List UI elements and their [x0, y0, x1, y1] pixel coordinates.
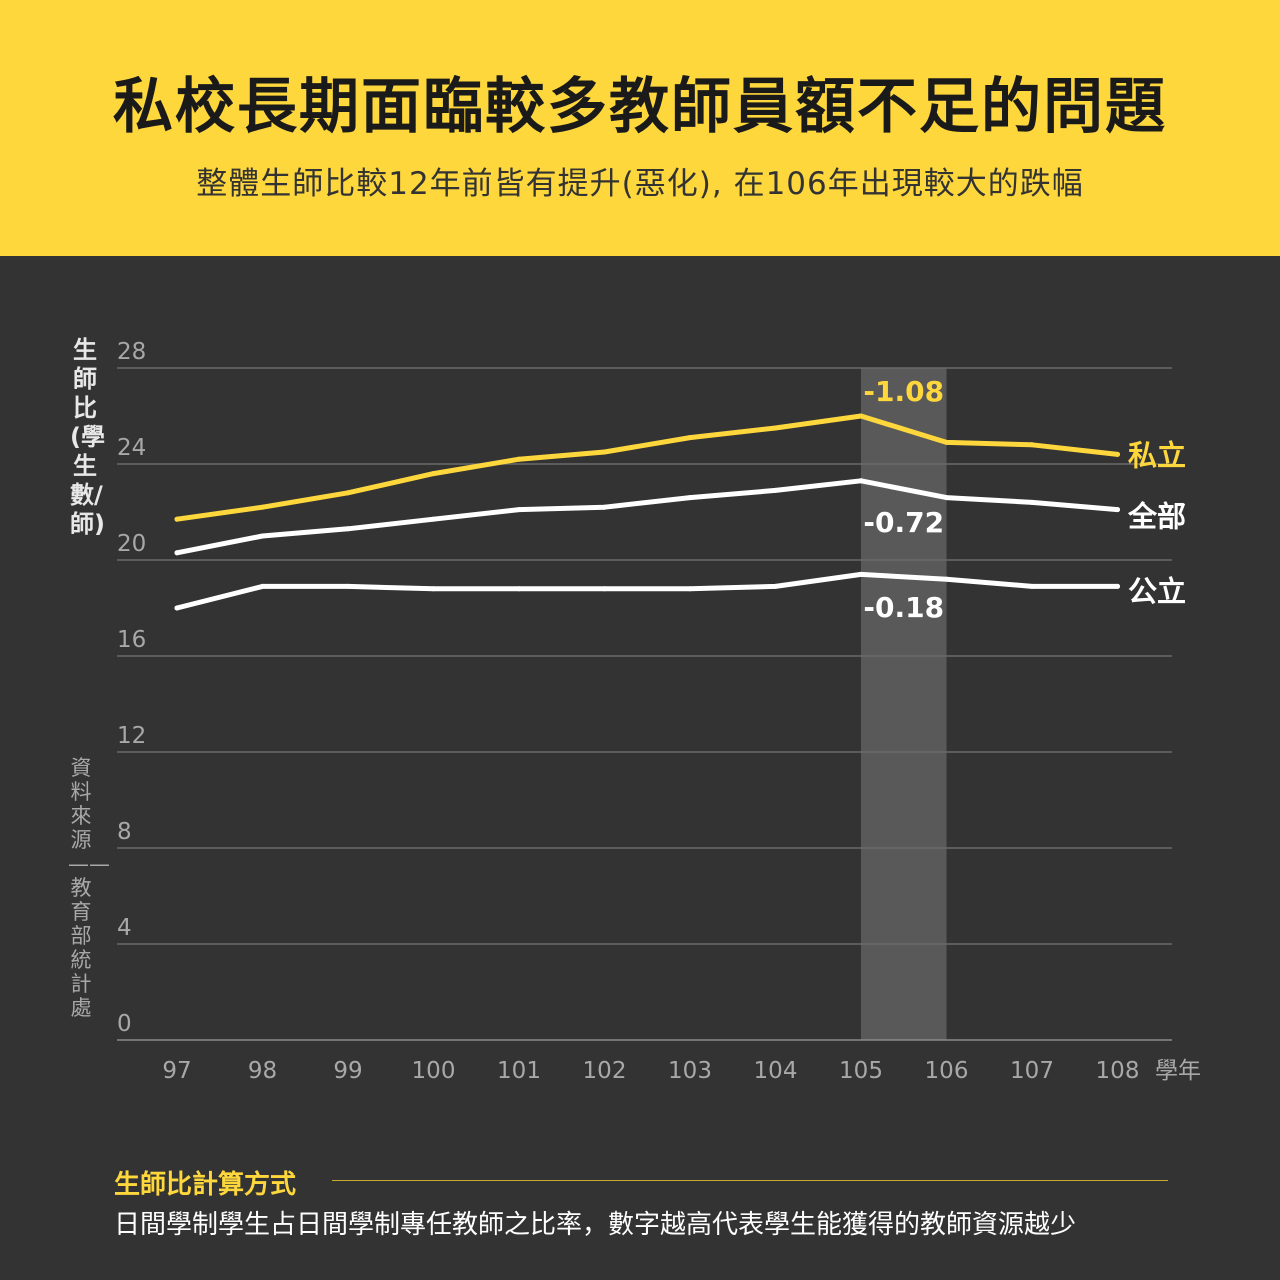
page-title: 私校長期面臨較多教師員額不足的問題 — [113, 72, 1167, 142]
x-axis-label: 學年 — [1155, 1058, 1201, 1084]
series-label: 公立 — [1128, 574, 1186, 608]
drop-annotation: -1.08 — [863, 375, 944, 408]
x-tick-label: 105 — [839, 1058, 883, 1084]
data-point — [858, 478, 864, 484]
data-point — [773, 425, 778, 431]
data-point — [944, 576, 949, 582]
y-axis-label: 生師比(學生數/師) — [70, 336, 105, 538]
series-label: 私立 — [1128, 438, 1186, 472]
x-tick-label: 99 — [333, 1058, 362, 1084]
data-point — [602, 504, 607, 510]
x-tick-label: 98 — [248, 1058, 277, 1084]
data-point — [345, 583, 351, 589]
data-point — [858, 571, 864, 577]
note-text: 日間學制學生占日間學制專任教師之比率，數字越高代表學生能獲得的教師資源越少 — [114, 1210, 1077, 1240]
data-point — [1029, 499, 1035, 505]
data-point — [602, 449, 607, 455]
y-tick-label: 28 — [117, 339, 146, 365]
data-point — [516, 586, 522, 592]
x-tick-label: 102 — [583, 1058, 627, 1084]
series-line — [174, 478, 1120, 556]
data-point — [260, 533, 265, 539]
x-tick-label: 107 — [1010, 1058, 1054, 1084]
data-point — [944, 495, 949, 501]
y-tick-label: 12 — [117, 723, 146, 749]
y-tick-label: 24 — [117, 435, 146, 461]
data-point — [1115, 583, 1120, 589]
series-label: 全部 — [1127, 500, 1186, 534]
data-point — [858, 413, 864, 419]
data-point — [773, 487, 778, 493]
line-chart: 0 4 8 12 16 20 24 28 97 98 99 100 101 102 103 104 105 106… — [117, 339, 1201, 1084]
series-line — [174, 413, 1120, 522]
data-point — [1029, 442, 1035, 448]
x-tick-label: 100 — [412, 1058, 456, 1084]
data-point — [687, 495, 693, 501]
data-point — [431, 516, 436, 522]
y-tick-label: 4 — [117, 915, 132, 941]
data-point — [345, 490, 351, 496]
data-point — [1115, 451, 1120, 457]
data-point — [431, 471, 436, 477]
data-point — [260, 504, 265, 510]
drop-annotation: -0.18 — [863, 591, 944, 624]
series-line — [174, 571, 1120, 611]
data-point — [1115, 507, 1120, 513]
x-tick-label: 101 — [497, 1058, 541, 1084]
y-tick-label: 8 — [117, 819, 132, 845]
x-tick-label: 108 — [1096, 1058, 1140, 1084]
y-tick-label: 16 — [117, 627, 146, 653]
note-title: 生師比計算方式 — [114, 1170, 297, 1200]
data-point — [431, 586, 436, 592]
data-point — [516, 507, 522, 513]
data-point — [345, 526, 351, 532]
y-tick-label: 20 — [117, 531, 146, 557]
data-point — [773, 583, 778, 589]
note-divider — [332, 1180, 1168, 1181]
data-point — [944, 439, 949, 445]
x-tick-label: 97 — [162, 1058, 191, 1084]
data-point — [260, 583, 265, 589]
data-point — [687, 586, 693, 592]
highlight-band — [861, 368, 947, 1040]
header-banner: 私校長期面臨較多教師員額不足的問題 整體生師比較12年前皆有提升(惡化), 在1… — [0, 0, 1280, 256]
data-point — [602, 586, 607, 592]
data-point — [174, 605, 180, 611]
x-tick-label: 106 — [925, 1058, 969, 1084]
y-tick-label: 0 — [117, 1011, 132, 1037]
x-tick-label: 104 — [754, 1058, 798, 1084]
data-point — [687, 435, 693, 441]
data-point — [174, 550, 180, 556]
data-point — [174, 516, 180, 522]
data-point — [516, 456, 522, 462]
x-tick-label: 103 — [668, 1058, 712, 1084]
drop-annotation: -0.72 — [863, 506, 944, 539]
page-subtitle: 整體生師比較12年前皆有提升(惡化), 在106年出現較大的跌幅 — [196, 166, 1084, 202]
data-point — [1029, 583, 1035, 589]
